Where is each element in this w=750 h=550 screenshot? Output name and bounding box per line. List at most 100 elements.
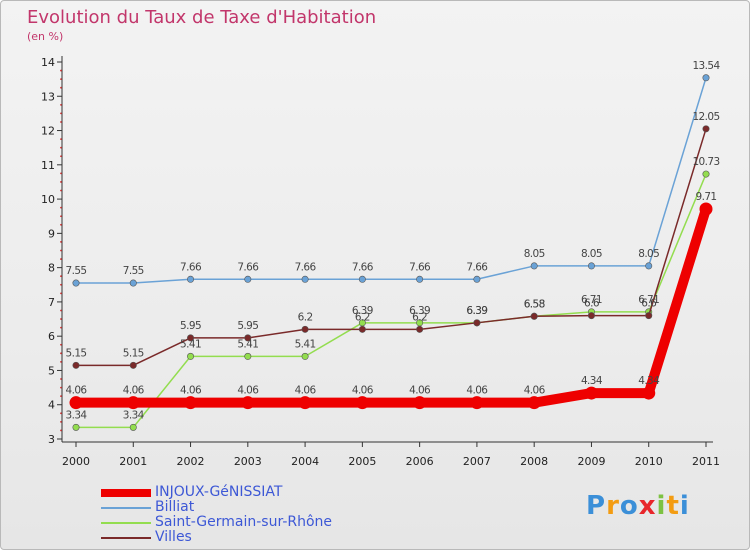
series-line <box>71 204 711 408</box>
data-point <box>298 396 312 410</box>
data-point <box>645 262 653 270</box>
data-point <box>187 275 195 283</box>
y-minor-tick <box>60 172 62 175</box>
x-tick-label: 2004 <box>291 455 319 468</box>
data-point <box>416 325 424 333</box>
data-label: 6.39 <box>409 305 430 317</box>
data-label: 4.06 <box>180 385 202 397</box>
x-tick-label: 2000 <box>62 455 90 468</box>
data-point <box>702 170 710 178</box>
data-point <box>587 262 595 270</box>
data-label: 5.41 <box>237 338 258 350</box>
data-label: 4.06 <box>295 385 317 397</box>
y-minor-tick <box>60 181 62 183</box>
data-point <box>129 423 137 431</box>
data-label: 4.06 <box>466 385 488 397</box>
data-label: 4.06 <box>409 385 431 397</box>
data-point <box>702 125 710 133</box>
data-point <box>413 396 427 410</box>
logo-letter: P <box>586 491 607 521</box>
y-minor-tick <box>60 386 62 389</box>
data-label: 6.71 <box>638 294 659 306</box>
y-minor-tick <box>60 86 62 89</box>
data-label: 7.66 <box>180 261 202 273</box>
data-label: 5.15 <box>123 347 144 359</box>
y-minor-tick <box>60 155 62 158</box>
data-point <box>473 275 481 283</box>
data-point <box>129 279 137 287</box>
data-label: 4.06 <box>352 385 374 397</box>
data-label: 6.6 <box>584 298 600 310</box>
data-label: 7.55 <box>66 265 87 277</box>
y-minor-tick <box>60 138 62 141</box>
chart-title: Evolution du Taux de Taxe d'Habitation <box>27 7 377 28</box>
logo-letter: x <box>638 491 657 521</box>
data-point <box>72 279 80 287</box>
y-minor-tick <box>60 292 62 295</box>
y-minor-tick <box>60 112 62 115</box>
data-label: 6.6 <box>641 298 657 310</box>
legend-label: Saint-Germain-sur-Rhône <box>155 514 333 530</box>
y-minor-tick <box>60 189 62 192</box>
x-tick-label: 2003 <box>234 455 262 468</box>
data-point <box>702 74 710 82</box>
data-point <box>530 262 538 270</box>
y-minor-tick <box>60 249 62 252</box>
legend-swatch <box>101 507 151 509</box>
data-label: 7.55 <box>123 265 144 277</box>
y-minor-tick <box>60 343 62 346</box>
data-point <box>355 396 369 410</box>
data-label: 3.34 <box>66 409 88 421</box>
data-point <box>642 386 656 400</box>
legend-label: Billiat <box>155 499 195 515</box>
data-point <box>244 275 252 283</box>
y-minor-tick <box>60 223 62 226</box>
data-point <box>72 361 80 369</box>
data-point <box>645 312 653 320</box>
data-point <box>527 396 541 410</box>
data-label: 6.39 <box>466 305 487 317</box>
y-minor-tick <box>60 352 62 355</box>
y-minor-tick <box>60 206 62 209</box>
y-tick-label: 13 <box>41 90 55 103</box>
data-label: 6.2 <box>298 311 313 323</box>
series-line <box>75 173 707 429</box>
series-line <box>75 77 707 284</box>
y-minor-tick <box>60 378 62 380</box>
data-label: 7.66 <box>409 261 431 273</box>
data-point <box>358 325 366 333</box>
data-label: 7.66 <box>352 261 374 273</box>
y-minor-tick <box>60 78 62 81</box>
y-tick-label: 8 <box>48 262 55 275</box>
data-point <box>184 396 198 410</box>
data-point <box>187 352 195 360</box>
data-point <box>301 325 309 333</box>
data-label: 12.05 <box>692 111 719 123</box>
data-label: 9.71 <box>696 191 717 203</box>
y-tick-label: 5 <box>48 364 55 377</box>
y-minor-tick <box>60 69 62 72</box>
data-point <box>587 312 595 320</box>
data-label: 6.39 <box>352 305 373 317</box>
data-label: 4.06 <box>123 385 145 397</box>
data-label: 5.41 <box>295 338 316 350</box>
y-minor-tick <box>60 412 62 415</box>
logo-letter: r <box>606 491 620 521</box>
y-minor-tick <box>60 318 62 320</box>
data-point <box>129 361 137 369</box>
chart-subtitle: (en %) <box>27 30 64 43</box>
data-label: 5.15 <box>66 347 87 359</box>
data-label: 6.2 <box>412 311 427 323</box>
logo-letter: i <box>656 491 667 521</box>
data-label: 5.95 <box>237 320 258 332</box>
data-point <box>244 334 252 342</box>
data-point <box>187 334 195 342</box>
x-tick-label: 2009 <box>577 455 605 468</box>
y-tick-label: 3 <box>48 433 55 446</box>
data-label: 8.05 <box>581 248 602 260</box>
y-minor-tick <box>60 215 62 218</box>
y-tick-label: 6 <box>48 330 55 343</box>
x-tick-label: 2010 <box>635 455 663 468</box>
data-label: 4.34 <box>638 375 660 387</box>
legend-swatch <box>101 522 151 524</box>
